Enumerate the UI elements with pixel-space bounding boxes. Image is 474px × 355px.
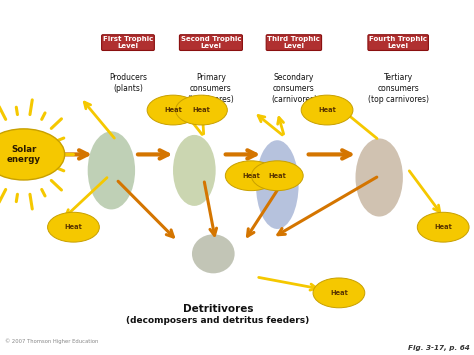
Text: Secondary
consumers
(carnivores): Secondary consumers (carnivores) <box>271 73 317 104</box>
Ellipse shape <box>147 95 199 125</box>
Ellipse shape <box>256 140 299 229</box>
Text: Heat: Heat <box>64 224 82 230</box>
Ellipse shape <box>47 212 100 242</box>
Text: Heat: Heat <box>192 107 210 113</box>
Text: Heat: Heat <box>242 173 260 179</box>
Ellipse shape <box>88 131 135 209</box>
Ellipse shape <box>225 161 277 191</box>
Text: Solar
energy: Solar energy <box>7 145 41 164</box>
Text: Third Trophic
Level: Third Trophic Level <box>267 36 320 49</box>
Text: Heat: Heat <box>330 290 348 296</box>
Text: Fourth Trophic
Level: Fourth Trophic Level <box>369 36 427 49</box>
Text: Heat: Heat <box>318 107 336 113</box>
Ellipse shape <box>173 135 216 206</box>
Text: Tertiary
consumers
(top carnivores): Tertiary consumers (top carnivores) <box>368 73 428 104</box>
Text: Detritivores: Detritivores <box>183 304 253 314</box>
Text: Producers
(plants): Producers (plants) <box>109 73 147 93</box>
Ellipse shape <box>192 234 235 273</box>
Text: (decomposers and detritus feeders): (decomposers and detritus feeders) <box>127 316 310 325</box>
Ellipse shape <box>417 212 469 242</box>
Text: Heat: Heat <box>164 107 182 113</box>
Text: Heat: Heat <box>268 173 286 179</box>
Ellipse shape <box>0 129 64 180</box>
Ellipse shape <box>175 95 228 125</box>
Ellipse shape <box>356 138 403 217</box>
Ellipse shape <box>251 161 303 191</box>
Text: Primary
consumers
(herbivores): Primary consumers (herbivores) <box>188 73 234 104</box>
Ellipse shape <box>301 95 353 125</box>
Text: © 2007 Thomson Higher Education: © 2007 Thomson Higher Education <box>5 339 98 344</box>
Text: Fig. 3-17, p. 64: Fig. 3-17, p. 64 <box>408 345 469 351</box>
Text: Heat: Heat <box>434 224 452 230</box>
Ellipse shape <box>313 278 365 308</box>
Text: Second Trophic
Level: Second Trophic Level <box>181 36 241 49</box>
Text: First Trophic
Level: First Trophic Level <box>103 36 153 49</box>
